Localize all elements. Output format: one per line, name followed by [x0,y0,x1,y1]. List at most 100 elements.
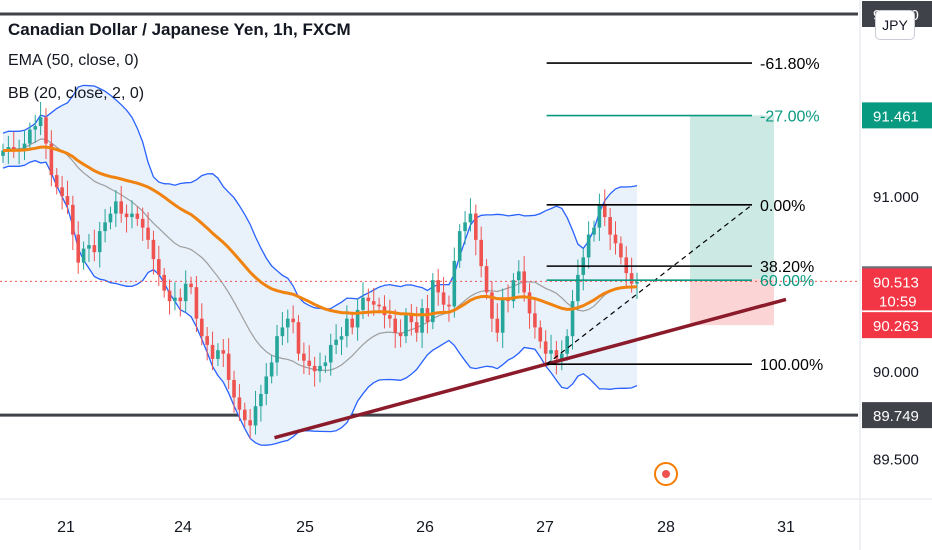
candle-body [323,362,328,366]
candle [22,130,27,161]
price-tag-background [862,268,932,311]
candle [597,193,602,241]
bb-indicator-label[interactable]: BB (20, close, 2, 0) [8,85,145,102]
fibonacci-drawing[interactable]: -61.80% -27.00% 0.00% 38.20%60.00% 100.00% [546,56,824,374]
candle-body [511,280,516,302]
candle-body [393,318,398,333]
candle [565,329,569,361]
candle-body [87,245,91,249]
price-tag-label: 91.461 [873,108,919,125]
candle-body [205,336,209,345]
price-tag: 90.513 10:59 [862,268,932,311]
candle [527,283,532,329]
candle [538,320,543,349]
candle [264,363,269,406]
candle [285,309,290,343]
candle-body [318,365,322,372]
candle [210,331,215,371]
ema-indicator-label[interactable]: EMA (50, close, 0) [8,52,139,69]
candle-body [398,332,403,337]
candle [242,402,247,428]
candle [44,108,48,159]
candle [328,333,333,376]
currency-button[interactable]: JPY [875,10,915,40]
candle [431,273,435,330]
time-tick-label: 21 [57,519,75,536]
candle [178,288,183,317]
candle [60,176,64,210]
candle [189,276,193,295]
candle [291,305,295,334]
candle-body [114,201,118,214]
candle-body [108,213,113,223]
candle-body [457,231,462,261]
event-marker[interactable] [654,462,678,486]
time-axis[interactable]: 21 24 25 26 27 28 31 [57,519,795,536]
fib-level-label: 60.00% [760,273,814,290]
bb-lower-band [2,159,638,446]
price-axis[interactable]: 91.00090.00089.50092.04091.46190.52590.5… [862,1,932,469]
candle-body [194,287,199,319]
candle [296,315,301,361]
candle [479,226,483,278]
candle-body [500,297,505,333]
candle-body [285,318,290,328]
candle-body [135,213,140,219]
candle [619,236,623,265]
horizontal-lines[interactable] [0,12,858,417]
trendline-drawing[interactable] [274,297,787,440]
candle [103,209,107,243]
price-tag-background [862,312,932,339]
candle-body [586,234,591,258]
candle [302,342,306,374]
candle-body [76,234,81,263]
fib-level-label: -61.80% [760,56,820,73]
candle-body [441,292,446,305]
candle-body [350,318,355,328]
position-zones[interactable] [0,115,858,326]
candle-body [474,213,478,240]
candle [307,345,312,376]
candle-body [54,175,59,188]
candle-body [6,147,11,151]
candle [457,224,462,268]
candle [269,355,274,384]
stop-zone [690,279,774,326]
bollinger-bands [2,84,638,446]
candle-body [151,239,156,260]
candle-body [484,266,489,293]
candle-body [33,126,38,130]
candle-body [366,297,371,302]
candle-body [189,283,193,288]
candle-body [431,280,435,323]
candle [97,222,102,268]
ascending-trendline [274,297,787,440]
candle [130,200,134,229]
candle [554,341,559,375]
candle [194,275,199,332]
candle-body [463,222,467,232]
candle [259,384,263,422]
candle-body [613,234,618,244]
candle-body [140,218,145,228]
candle [167,279,172,315]
candle [28,122,32,151]
candle-body [635,281,639,284]
candle [586,221,591,269]
candle [124,204,129,233]
candle-body [307,360,312,366]
candle-body [479,239,483,267]
candle-body [173,297,177,302]
candle-body [414,322,419,333]
bar-countdown-label: 10:59 [879,293,917,310]
price-tick-label: 91.000 [873,189,919,206]
fib-level-label: 100.00% [760,357,823,374]
candle [183,270,188,313]
time-tick-label: 24 [174,519,192,536]
price-tag: 91.461 [862,102,932,129]
candle [92,229,97,262]
candle-body [38,117,43,127]
candle [420,299,424,349]
chart-title: Canadian Dollar / Japanese Yen, 1h, FXCM [8,20,351,39]
